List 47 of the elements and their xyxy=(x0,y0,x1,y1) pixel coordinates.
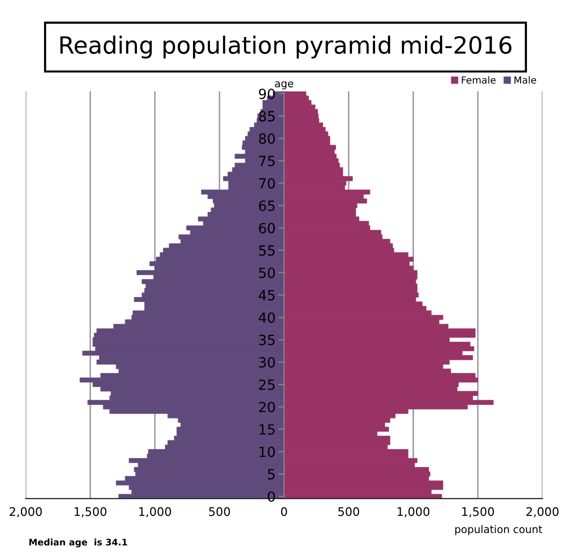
bar xyxy=(284,314,444,320)
legend-label: Male xyxy=(514,76,536,84)
chart-title: Reading population pyramid mid-2016 xyxy=(60,36,512,59)
y-tick-label: 5 xyxy=(268,469,275,480)
x-tick-label: 500 xyxy=(209,507,230,516)
bar xyxy=(284,136,330,141)
x-tick-label: 1,000 xyxy=(398,507,430,518)
y-axis-title: age xyxy=(274,81,294,90)
x-tick-label: 2,000 xyxy=(526,507,559,518)
y-tick-label: 30 xyxy=(259,357,275,368)
bar xyxy=(284,96,309,101)
y-tick-label: 35 xyxy=(259,334,275,346)
x-tick-label: 1,000 xyxy=(139,507,171,518)
y-tick-label: 20 xyxy=(259,402,275,412)
bar xyxy=(284,126,326,132)
y-tick-label: 85 xyxy=(259,110,275,122)
bar xyxy=(284,484,444,490)
text: Median age is 34.1 xyxy=(29,538,128,548)
bar xyxy=(284,230,382,235)
bar xyxy=(96,328,284,334)
bar xyxy=(284,144,336,150)
bar xyxy=(242,144,284,150)
legend-label: Female xyxy=(462,76,496,84)
bar xyxy=(198,216,284,222)
y-tick-label: 45 xyxy=(258,290,275,300)
y-tick-label: 10 xyxy=(260,446,275,458)
x-tick-label: 1,500 xyxy=(74,507,106,518)
y-tick-label: 55 xyxy=(259,245,275,256)
y-tick-label: 75 xyxy=(259,156,275,166)
bar xyxy=(284,238,390,244)
y-tick-label: 65 xyxy=(259,200,275,211)
x-tick-label: 1,500 xyxy=(462,507,494,518)
bar xyxy=(284,220,369,226)
x-tick-label: 2,000 xyxy=(10,507,42,518)
y-tick-label: 70 xyxy=(259,178,275,189)
y-tick-label: 60 xyxy=(259,222,275,234)
x-tick-label: 500 xyxy=(338,507,360,516)
y-tick-label: 25 xyxy=(259,379,275,390)
x-axis-title: population count xyxy=(455,525,542,536)
x-tick-label: 0 xyxy=(281,507,288,516)
bar xyxy=(250,126,284,132)
y-tick-label: 50 xyxy=(259,268,275,278)
y-tick-label: 40 xyxy=(258,312,275,323)
y-tick-label: 80 xyxy=(259,133,275,144)
y-tick-label: 15 xyxy=(260,424,275,435)
bar xyxy=(284,154,337,159)
bar xyxy=(284,131,328,136)
